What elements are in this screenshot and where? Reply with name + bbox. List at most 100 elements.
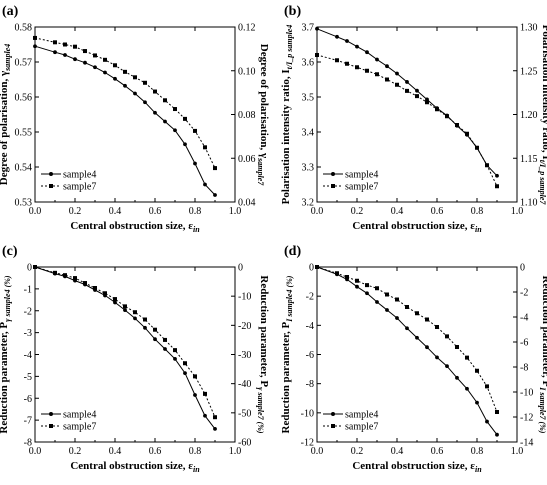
legend-marker-sample4	[49, 412, 53, 416]
data-point-sample7	[375, 286, 379, 291]
x-tick-label: 0.4	[391, 206, 404, 217]
data-point-sample4	[395, 316, 399, 320]
legend-label-sample7: sample7	[63, 422, 96, 433]
data-point-sample7	[455, 123, 459, 127]
y-tick-label: -8	[24, 438, 32, 449]
panel-c: (c) 0.0 0.2 0.4 0.6 0.8 1.0 0 -1 -2 -3 -4 -5 -6 -7 -8 0 -…	[0, 244, 270, 474]
series-line-sample4	[316, 266, 498, 436]
panel-label: (c)	[2, 244, 18, 259]
y2-axis-label: Reduction parameter, PI sample7 (%)	[538, 276, 547, 434]
y2-tick-label: -30	[238, 350, 251, 361]
y-tick-label: 0.53	[15, 198, 33, 209]
y2-axis-label: Polarisation intensity ratio, It/I_p sam…	[538, 25, 547, 206]
data-point-sample4	[113, 300, 117, 305]
data-point-sample7	[53, 270, 57, 275]
panel-label: (a)	[2, 4, 19, 19]
legend-marker-sample4	[331, 172, 335, 176]
x-tick-label: 0.6	[149, 446, 162, 457]
data-point-sample4	[415, 88, 419, 93]
x-axis-label: Central obstruction size, εin	[70, 220, 200, 234]
data-point-sample7	[415, 94, 419, 99]
data-point-sample7	[123, 69, 127, 74]
data-point-sample4	[405, 326, 409, 331]
data-point-sample7	[435, 325, 439, 329]
data-point-sample4	[375, 300, 379, 304]
data-point-sample7	[435, 107, 439, 112]
data-point-sample7	[33, 265, 37, 269]
data-point-sample7	[213, 415, 217, 420]
y-tick-label: 0.55	[15, 128, 33, 139]
data-point-sample4	[415, 335, 419, 340]
series-line-sample7	[316, 266, 498, 413]
data-point-sample7	[395, 82, 399, 87]
data-point-sample4	[395, 71, 399, 76]
y2-axis-label: Degree of polarisation, γsample7	[256, 44, 270, 186]
data-point-sample7	[365, 68, 369, 73]
data-point-sample4	[123, 83, 127, 88]
data-point-sample7	[445, 114, 449, 119]
y2-tick-label: 0.08	[238, 110, 256, 121]
y2-tick-label: 0.12	[238, 23, 256, 34]
y-tick-label: 0	[27, 263, 32, 274]
x-axis-label: Central obstruction size, εin	[70, 460, 200, 474]
y2-tick-label: 1.10	[520, 198, 538, 209]
series-line-sample7	[34, 266, 216, 418]
data-point-sample7	[33, 35, 37, 40]
y2-tick-label: 1.15	[520, 154, 538, 165]
data-point-sample7	[63, 273, 67, 278]
data-point-sample4	[143, 325, 147, 330]
y2-tick-label: 0.06	[238, 154, 256, 165]
data-point-sample4	[495, 432, 499, 437]
data-point-sample4	[315, 26, 319, 31]
data-point-sample4	[385, 308, 389, 312]
y-tick-label: -4	[24, 350, 32, 361]
y-tick-label: -3	[24, 328, 32, 339]
data-point-sample4	[163, 347, 167, 351]
panel-d: (d) 0.0 0.2 0.4 0.6 0.8 1.0 0 -2 -4 -6 -8 -10 -12 0 -2 -…	[280, 244, 547, 474]
data-point-sample4	[475, 400, 479, 405]
data-point-sample4	[73, 57, 77, 62]
data-point-sample4	[365, 291, 369, 296]
data-point-sample4	[183, 371, 187, 375]
data-point-sample7	[405, 305, 409, 309]
x-tick-label: 0.2	[351, 206, 364, 217]
data-point-sample7	[73, 276, 77, 281]
y2-tick-label: 1.20	[520, 110, 538, 121]
y2-tick-label: 0	[238, 263, 243, 274]
data-point-sample4	[143, 100, 147, 105]
data-point-sample7	[345, 61, 349, 66]
data-point-sample7	[445, 334, 449, 339]
x-tick-label: 0.8	[189, 446, 202, 457]
y-tick-label: -5	[24, 372, 32, 383]
data-point-sample4	[405, 80, 409, 84]
panel-a: (a) 0.0 0.2 0.4 0.6 0.8 1.0 0.53 0.54 0.55 0.56 0.5…	[0, 4, 270, 234]
y-tick-label: -8	[306, 379, 314, 390]
y2-tick-label: -40	[238, 379, 251, 390]
legend-label-sample4: sample4	[63, 410, 96, 421]
series-line-sample4	[316, 28, 498, 177]
data-point-sample7	[103, 291, 107, 296]
data-point-sample7	[183, 361, 187, 366]
y-tick-label: -10	[301, 408, 314, 419]
y-tick-label: 0.58	[15, 23, 33, 34]
data-point-sample4	[495, 173, 499, 178]
y-tick-label: -12	[301, 438, 314, 449]
y2-tick-label: 1.30	[520, 23, 538, 34]
y2-tick-label: -4	[520, 313, 528, 324]
x-tick-label: 0.4	[109, 446, 122, 457]
x-tick-label: 1.0	[229, 446, 242, 457]
data-point-sample7	[83, 281, 87, 286]
x-tick-label: 0.2	[351, 446, 364, 457]
y2-tick-label: -50	[238, 408, 251, 419]
data-point-sample7	[385, 77, 389, 82]
data-point-sample7	[63, 42, 67, 47]
data-point-sample7	[143, 80, 147, 85]
y2-tick-label: -8	[520, 363, 528, 374]
series-line-sample4	[34, 266, 216, 430]
legend-label-sample7: sample7	[345, 422, 378, 433]
